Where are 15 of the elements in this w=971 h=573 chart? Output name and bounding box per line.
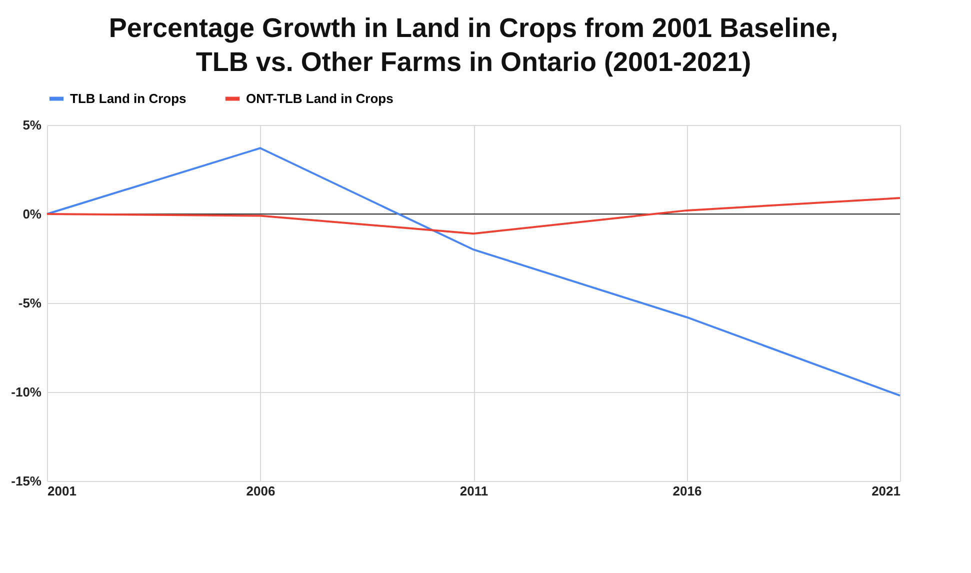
chart-title: Percentage Growth in Land in Crops from 2001 Baseline, TLB vs. Other Farms in Ontario (2001-2021): [108, 13, 838, 77]
y-tick-label: 5%: [22, 118, 42, 132]
x-tick-label: 2001: [48, 484, 76, 498]
y-tick-label: 0%: [22, 206, 42, 222]
legend-label: ONT-TLB Land in Crops: [246, 90, 394, 106]
line-series: [46, 147, 901, 397]
x-tick-label: 2021: [872, 484, 900, 498]
x-tick-label: 2016: [672, 484, 702, 498]
x-tick-label: 2011: [460, 484, 488, 498]
y-tick-label: -5%: [18, 296, 42, 310]
line-series: [46, 196, 901, 235]
x-tick-label: 2006: [246, 484, 276, 498]
y-tick-label: -15%: [11, 474, 42, 488]
legend-label: TLB Land in Crops: [70, 90, 186, 106]
y-tick-label: -10%: [11, 384, 42, 400]
